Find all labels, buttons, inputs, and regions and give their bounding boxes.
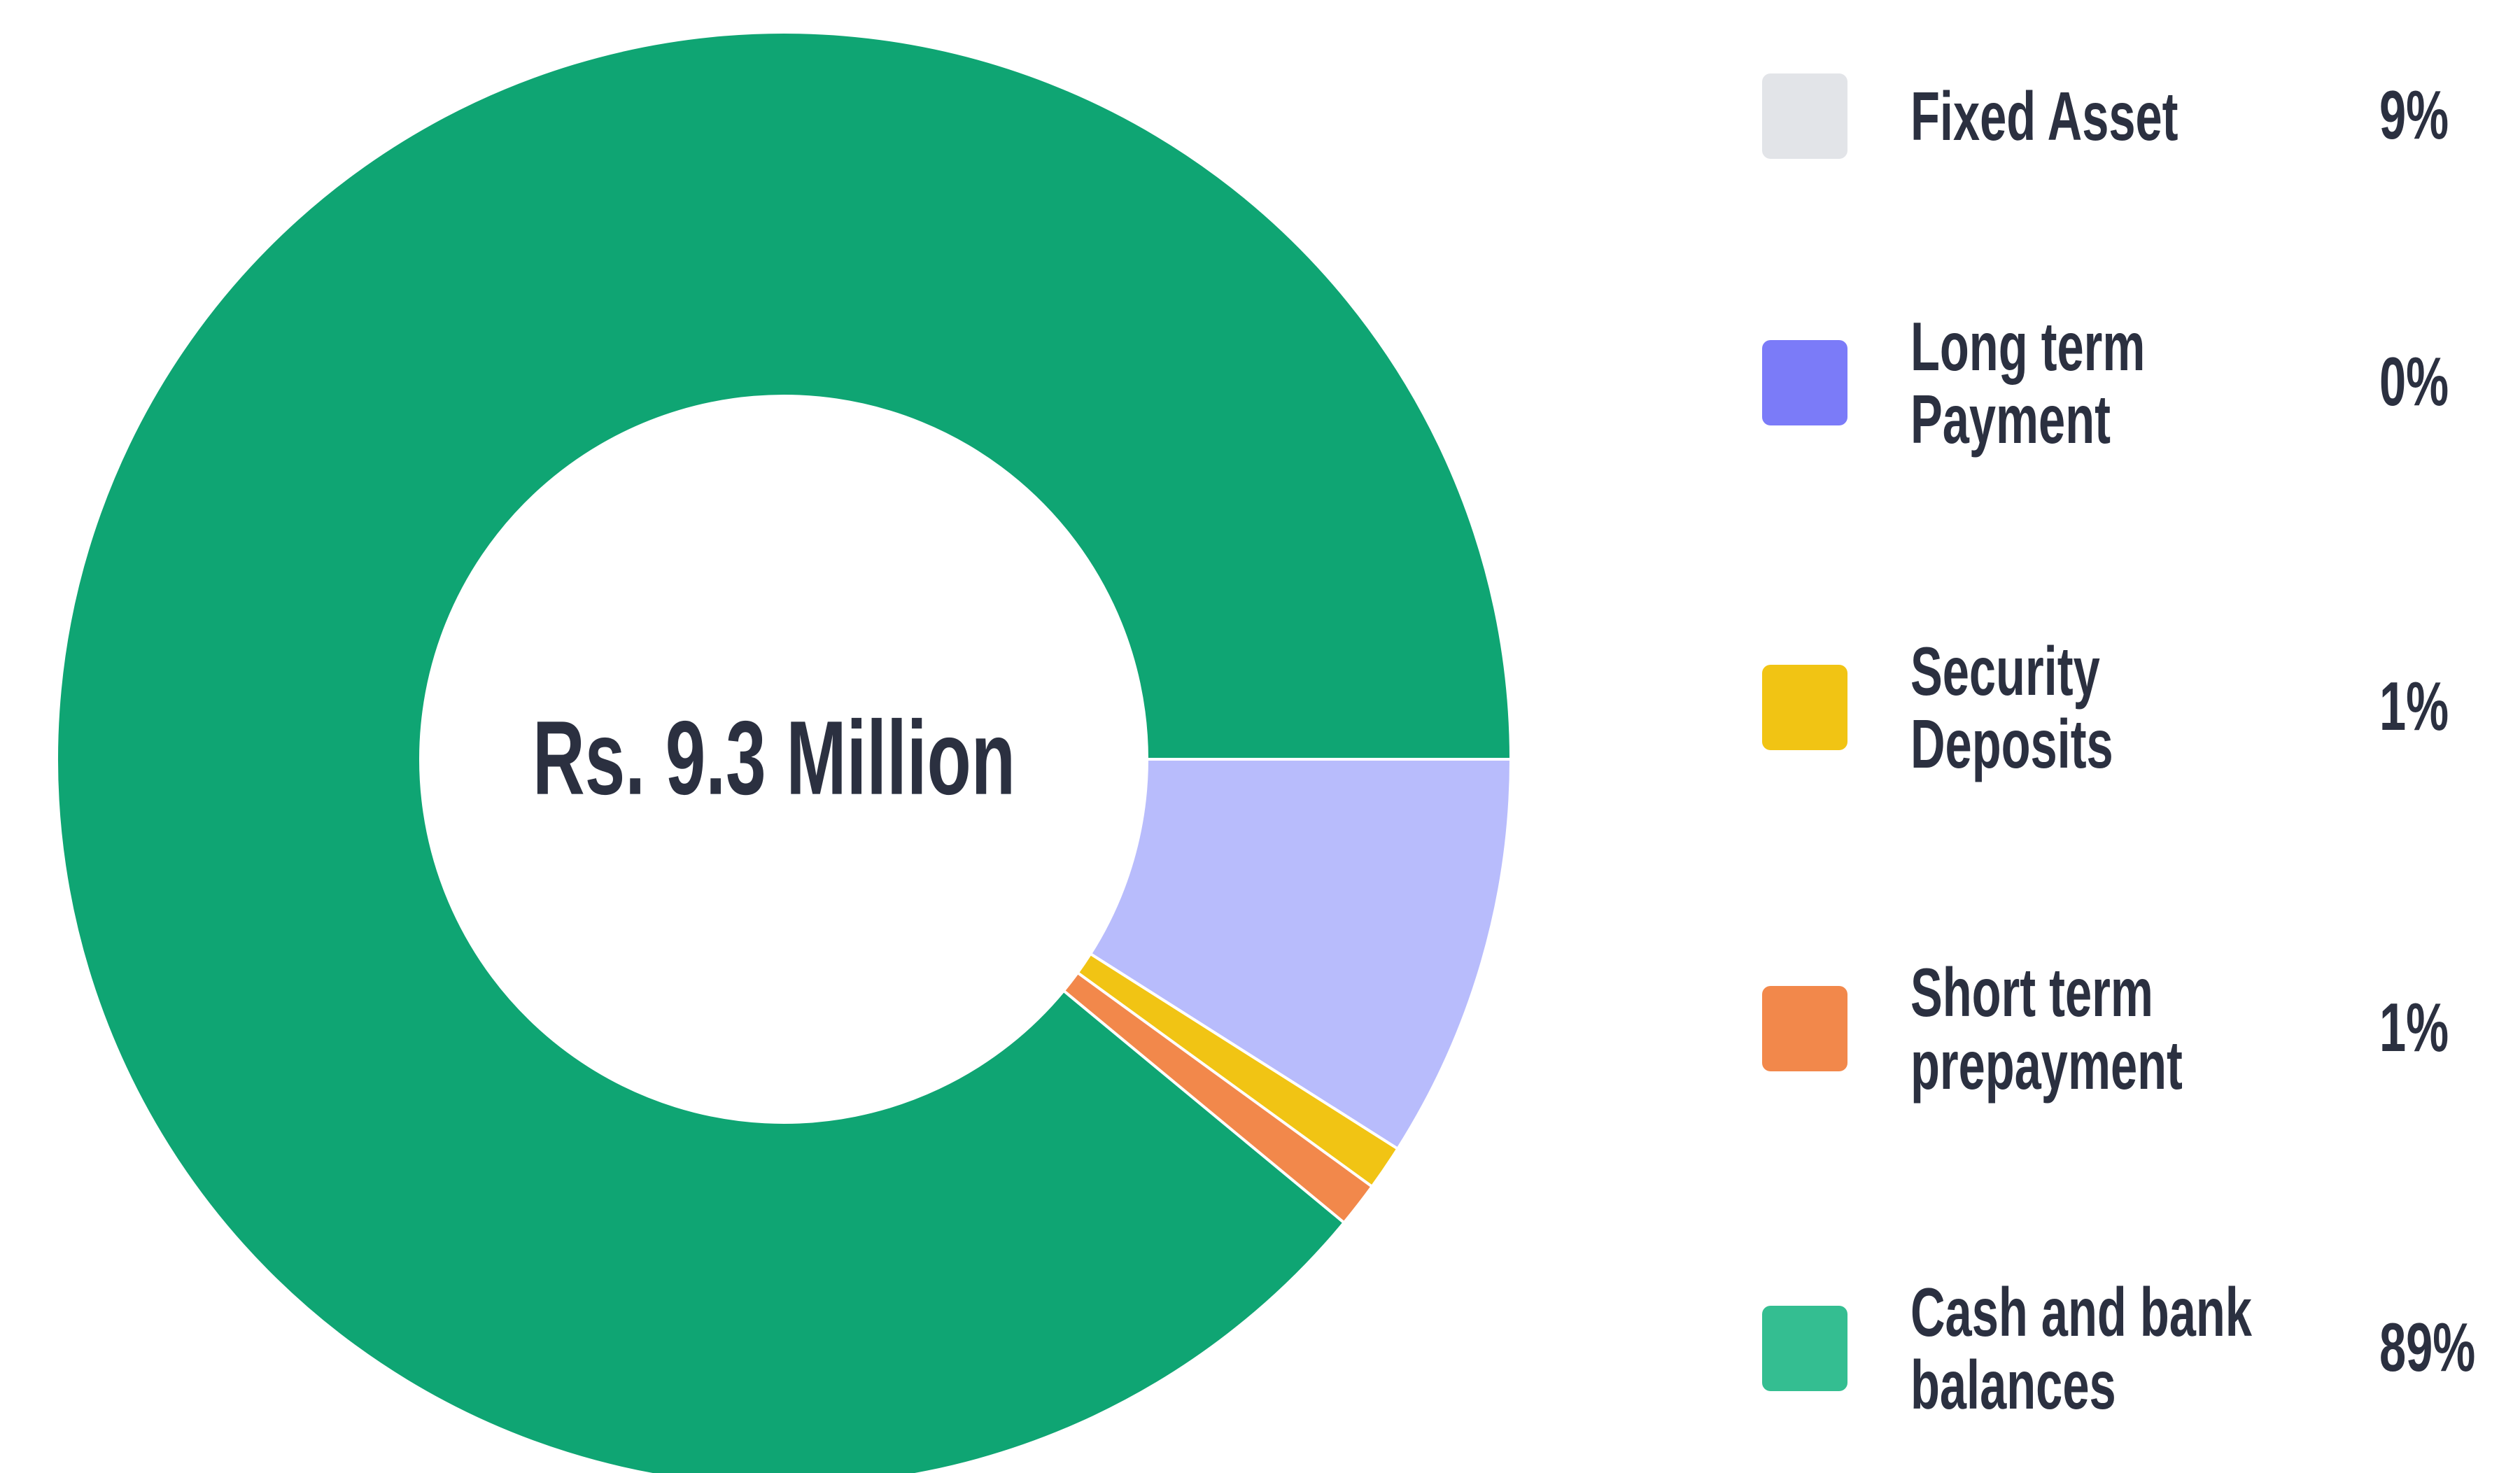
center-label: Rs. 9.3 Million — [533, 699, 1015, 817]
legend-item: Fixed Asset 9% — [1762, 32, 2504, 200]
legend-item: Short term prepayment 1% — [1762, 945, 2504, 1113]
legend-label: Short term prepayment — [1910, 954, 2183, 1104]
donut-slice — [1088, 758, 1513, 1151]
legend-swatch — [1762, 73, 1847, 159]
legend-item: Security Deposits 1% — [1762, 623, 2504, 791]
chart: Rs. 9.3 Million — [55, 31, 1513, 1473]
legend-swatch — [1762, 986, 1847, 1071]
legend-label: Security Deposits — [1910, 633, 2113, 782]
legend-swatch — [1762, 1306, 1847, 1391]
legend-value: 1% — [2379, 989, 2449, 1066]
legend-label: Cash and bank balances — [1910, 1274, 2252, 1423]
legend-value: 9% — [2379, 76, 2449, 153]
legend-value: 1% — [2379, 668, 2449, 745]
legend-label: Fixed Asset — [1910, 78, 2178, 155]
legend-value: 0% — [2379, 343, 2449, 420]
donut-slice — [55, 31, 1513, 1473]
legend-label: Long term Payment — [1910, 308, 2146, 458]
legend-swatch — [1762, 340, 1847, 425]
legend-item: Long term Payment 0% — [1762, 299, 2504, 467]
legend-value: 89% — [2379, 1309, 2476, 1386]
legend-swatch — [1762, 665, 1847, 750]
legend-item: Cash and bank balances 89% — [1762, 1264, 2504, 1432]
